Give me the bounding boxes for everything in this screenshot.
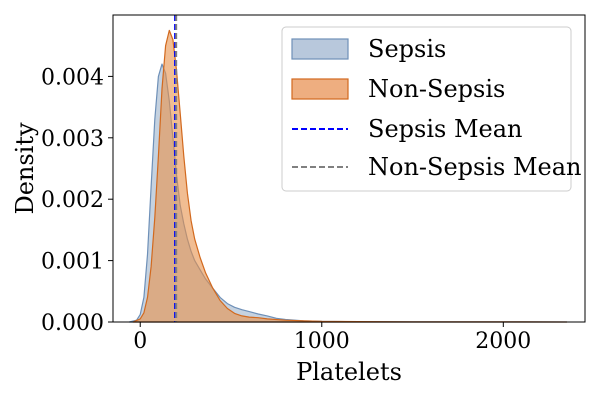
plot-area (128, 15, 568, 323)
legend-box (281, 26, 572, 192)
legend-label-sepsis-mean: Sepsis Mean (368, 115, 523, 143)
legend-swatch-non-sepsis (291, 78, 349, 100)
y-tick-label: 0.004 (41, 65, 104, 90)
legend-label-non-sepsis: Non-Sepsis (368, 75, 505, 103)
y-tick-label: 0.003 (41, 127, 104, 152)
legend: Sepsis Non-Sepsis Sepsis Mean Non-Sepsis Me… (281, 26, 582, 192)
axes: 0 1000 2000 0.000 0.001 0.002 0.003 0.004 Platel… (11, 14, 586, 386)
y-axis-label: Density (11, 122, 39, 215)
legend-label-non-sepsis-mean: Non-Sepsis Mean (368, 153, 582, 181)
x-tick-label: 2000 (475, 329, 531, 354)
y-tick-label: 0.000 (41, 311, 104, 336)
y-tick-label: 0.002 (41, 188, 104, 213)
legend-swatch-sepsis (291, 38, 349, 60)
legend-label-sepsis: Sepsis (368, 35, 446, 63)
x-axis-label: Platelets (296, 358, 402, 386)
y-tick-label: 0.001 (41, 250, 104, 275)
density-area-non-sepsis (132, 29, 568, 323)
x-tick-label: 0 (133, 329, 147, 354)
x-tick-label: 1000 (294, 329, 350, 354)
plot-frame (112, 14, 586, 323)
